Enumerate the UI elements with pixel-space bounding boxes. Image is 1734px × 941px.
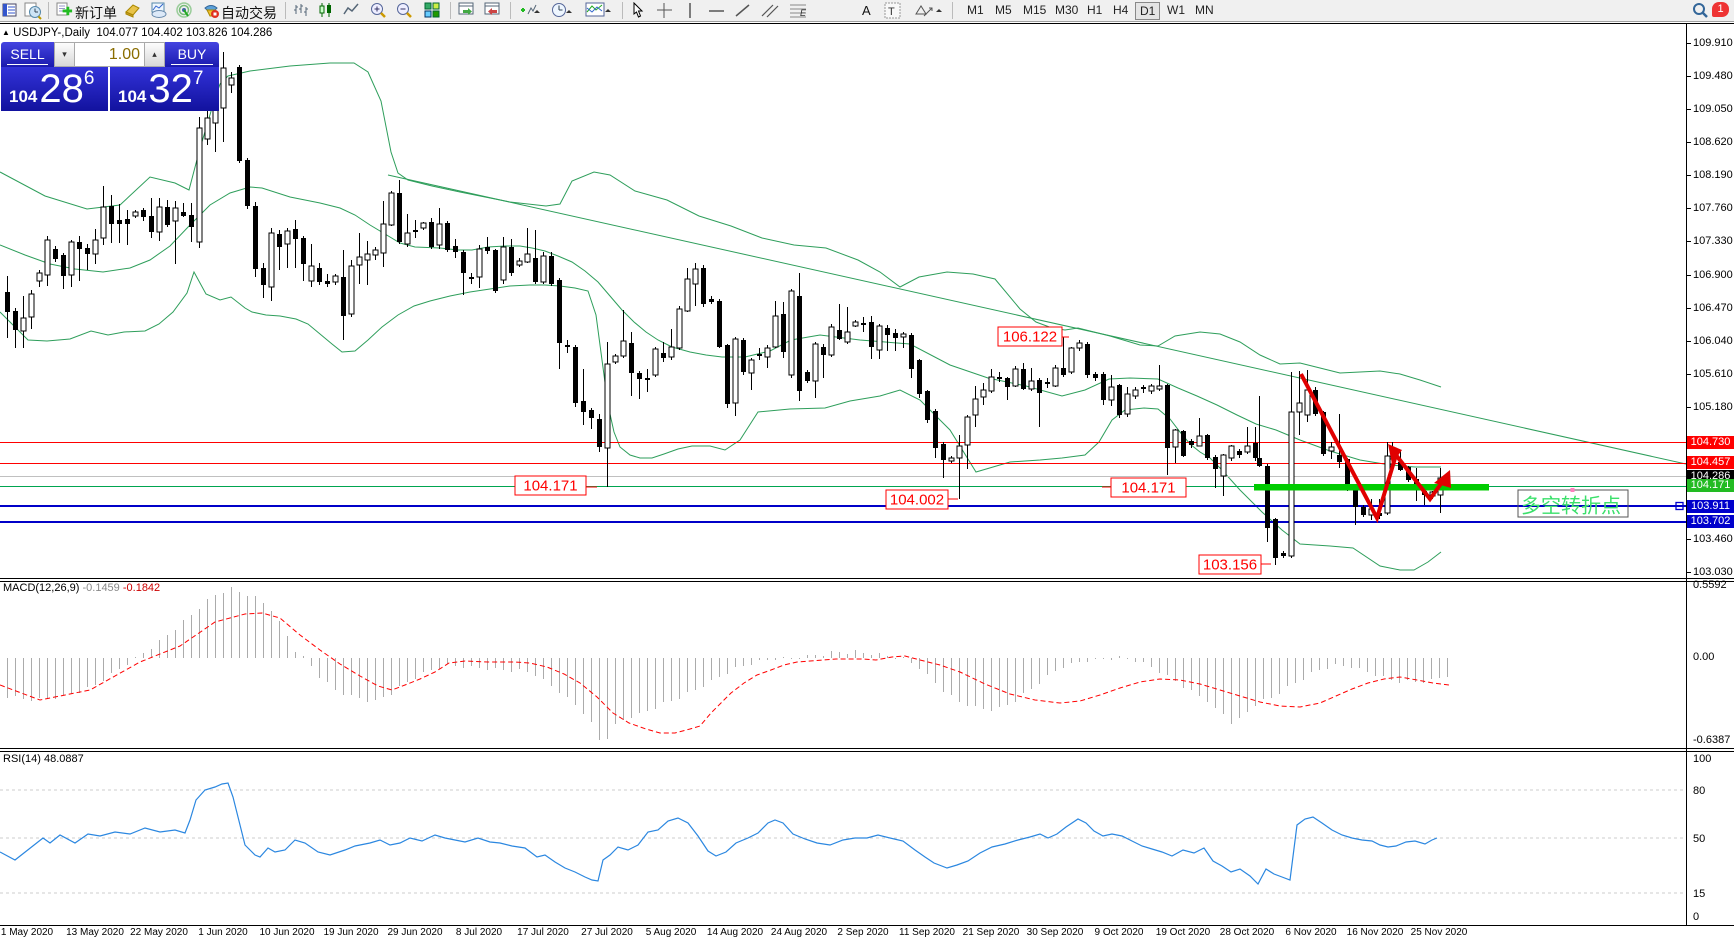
- svg-text:多空转折点: 多空转折点: [1521, 495, 1621, 518]
- svg-text:T: T: [888, 6, 895, 18]
- svg-text:106.122: 106.122: [1003, 329, 1057, 346]
- svg-text:104.002: 104.002: [890, 492, 944, 509]
- svg-text:104.171: 104.171: [1121, 480, 1175, 497]
- svg-text:E: E: [800, 8, 807, 18]
- svg-text:103.156: 103.156: [1203, 557, 1257, 574]
- svg-text:104.171: 104.171: [523, 478, 577, 495]
